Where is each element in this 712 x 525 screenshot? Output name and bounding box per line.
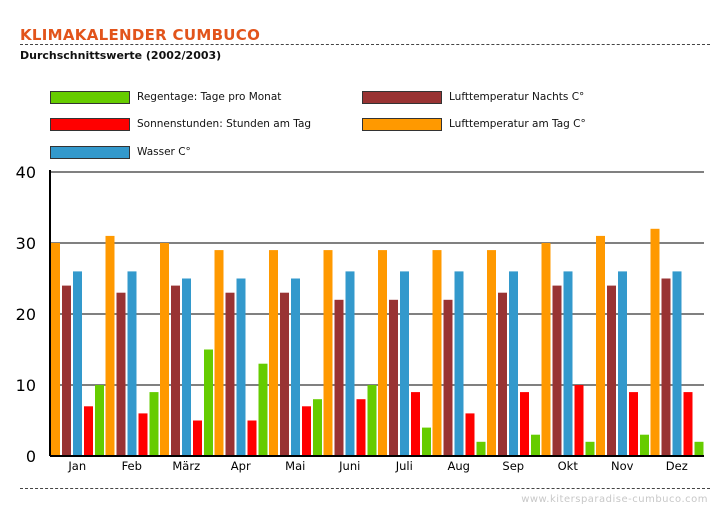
bar bbox=[629, 392, 638, 456]
bar bbox=[443, 299, 453, 456]
page-title: KLIMAKALENDER CUMBUCO bbox=[20, 26, 261, 44]
bar bbox=[356, 399, 366, 456]
bar bbox=[149, 392, 159, 456]
bar bbox=[323, 250, 333, 456]
legend-swatch bbox=[362, 117, 442, 131]
bar bbox=[73, 271, 82, 456]
x-tick-label: Nov bbox=[611, 459, 634, 473]
x-tick-label: Feb bbox=[122, 459, 142, 473]
x-tick-label: Juni bbox=[338, 459, 360, 473]
legend-item-tag: Lufttemperatur am Tag C° bbox=[362, 117, 586, 131]
bar bbox=[116, 292, 126, 456]
bar bbox=[432, 250, 442, 456]
legend-label: Sonnenstunden: Stunden am Tag bbox=[137, 118, 312, 130]
bar bbox=[400, 271, 409, 456]
legend-label: Lufttemperatur am Tag C° bbox=[449, 118, 586, 130]
bar bbox=[531, 434, 540, 456]
bar bbox=[389, 299, 398, 456]
y-tick-label: 40 bbox=[16, 163, 36, 182]
bar bbox=[127, 271, 137, 456]
bar bbox=[182, 278, 191, 456]
legend-item-regentage: Regentage: Tage pro Monat bbox=[50, 90, 281, 104]
bar bbox=[574, 385, 584, 456]
x-tick-label: Jan bbox=[67, 459, 86, 473]
bar bbox=[563, 271, 573, 456]
bar bbox=[84, 406, 93, 456]
bar bbox=[313, 399, 322, 456]
bar bbox=[378, 250, 387, 456]
bar bbox=[541, 243, 551, 456]
bar bbox=[302, 406, 311, 456]
x-tick-label: Juli bbox=[395, 459, 413, 473]
legend-swatch bbox=[362, 90, 442, 104]
bar bbox=[334, 299, 344, 456]
legend-item-sonnenstunden: Sonnenstunden: Stunden am Tag bbox=[50, 117, 311, 131]
bar bbox=[694, 441, 704, 456]
bar bbox=[672, 271, 682, 456]
legend-label: Lufttemperatur Nachts C° bbox=[449, 91, 585, 103]
bar bbox=[269, 250, 278, 456]
bar bbox=[607, 285, 616, 456]
bar bbox=[95, 385, 104, 456]
legend-swatch bbox=[50, 90, 130, 104]
bar bbox=[454, 271, 464, 456]
legend-swatch bbox=[50, 117, 130, 131]
y-tick-label: 10 bbox=[16, 376, 36, 395]
bar bbox=[422, 427, 431, 456]
bar bbox=[171, 285, 180, 456]
bar bbox=[105, 235, 115, 456]
bar bbox=[552, 285, 562, 456]
top-divider bbox=[20, 44, 710, 45]
x-tick-label: März bbox=[172, 459, 200, 473]
y-tick-label: 0 bbox=[26, 447, 36, 466]
footer-url: www.kitersparadise-cumbuco.com bbox=[521, 494, 708, 505]
bar bbox=[683, 392, 693, 456]
bar bbox=[280, 292, 289, 456]
bar bbox=[258, 363, 268, 456]
legend-label: Wasser C° bbox=[137, 146, 191, 158]
legend-item-nachts: Lufttemperatur Nachts C° bbox=[362, 90, 584, 104]
bar bbox=[51, 243, 60, 456]
bar bbox=[204, 349, 213, 456]
bar bbox=[476, 441, 486, 456]
x-tick-label: Okt bbox=[558, 459, 579, 473]
bar bbox=[291, 278, 300, 456]
bar bbox=[225, 292, 235, 456]
x-tick-label: Dez bbox=[666, 459, 688, 473]
y-tick-label: 30 bbox=[16, 234, 36, 253]
chart-subtitle: Durchschnittswerte (2002/2003) bbox=[20, 49, 222, 62]
legend-swatch bbox=[50, 145, 130, 159]
bar bbox=[193, 420, 202, 456]
bar bbox=[585, 441, 595, 456]
x-tick-label: Sep bbox=[502, 459, 524, 473]
bar bbox=[236, 278, 246, 456]
bar bbox=[465, 413, 475, 456]
bar bbox=[247, 420, 257, 456]
bar bbox=[520, 392, 529, 456]
bar bbox=[650, 228, 660, 456]
legend-item-wasser: Wasser C° bbox=[50, 145, 191, 159]
x-tick-label: Mai bbox=[285, 459, 305, 473]
bar bbox=[640, 434, 649, 456]
legend-label: Regentage: Tage pro Monat bbox=[137, 91, 282, 103]
y-tick-label: 20 bbox=[16, 305, 36, 324]
x-tick-label: Aug bbox=[448, 459, 470, 473]
bar bbox=[411, 392, 420, 456]
bar bbox=[596, 235, 605, 456]
bar bbox=[62, 285, 71, 456]
bottom-divider bbox=[20, 488, 710, 489]
bar bbox=[661, 278, 671, 456]
bar bbox=[160, 243, 169, 456]
bar bbox=[138, 413, 148, 456]
bar bbox=[618, 271, 627, 456]
x-tick-label: Apr bbox=[231, 459, 251, 473]
bar bbox=[509, 271, 518, 456]
bar bbox=[498, 292, 507, 456]
bar bbox=[367, 385, 377, 456]
bar bbox=[345, 271, 355, 456]
bar bbox=[487, 250, 496, 456]
bar bbox=[214, 250, 224, 456]
